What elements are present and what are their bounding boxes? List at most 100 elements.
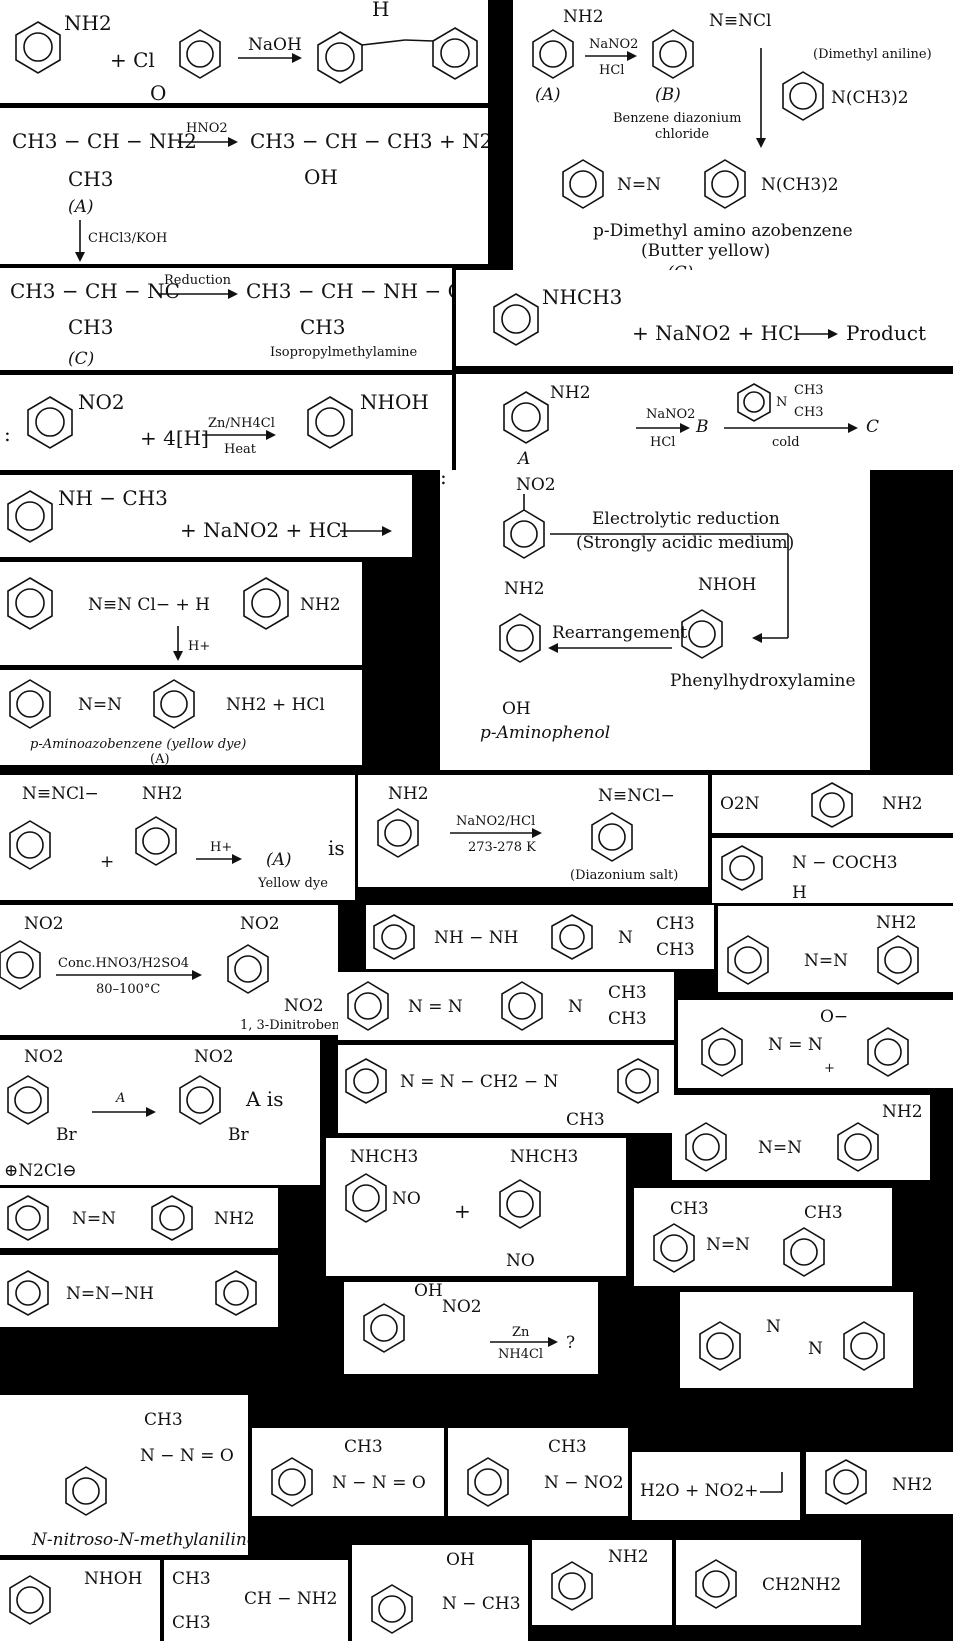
methyl-b: CH3 [608,1009,647,1029]
product-name: Isopropylmethylamine [270,345,418,360]
nitronium-tile: H2O + NO2+ [632,1452,800,1520]
coupling-h-tile: N≡N Cl− + H NH2 H+ [0,562,362,665]
benzene-ring [15,21,61,74]
nitro-label: O2N [720,794,760,814]
amine-hno2-tile: CH3 − CH − NH2 HNO2 CH3 − CH − CH3 + N2↑… [0,108,488,264]
label-c: C [866,417,879,437]
label-a: (A) [68,197,94,217]
nhch3-label-b: NHCH3 [510,1147,578,1167]
positive-charge: + [824,1061,835,1076]
diazonium-coupling-label: N≡N Cl− + H [88,595,210,615]
reagent-label: Conc.HNO3/H2SO4 [58,956,189,971]
azo-n1: N [766,1317,781,1337]
acid-label: H+ [210,840,232,855]
dimethylamino-label: N(CH3)2 [831,88,909,108]
nitroso-chain: N − N = O [140,1446,234,1466]
reagents: + NaNO2 + HCl [180,518,348,542]
n-label: N [776,395,787,410]
heat-label: Heat [224,442,257,457]
azo-label: N=N [804,951,848,971]
label-b: B [695,417,709,437]
diazonium-salt-tile: NH2 NaNO2/HCl 273-278 K N≡NCl− (Diazoniu… [358,775,708,887]
nhch3-label: NHCH3 [542,285,622,309]
product-nitro-label: NO2 [194,1047,234,1067]
label-a: (A) [150,752,170,765]
benzylamine-tile: CH2NH2 [676,1540,861,1625]
reagent-label: + Cl [110,48,155,72]
benzoylation-diagram: NH2 + Cl O NaOH H [15,0,478,103]
azo-label: N = N [408,997,463,1017]
dimethylaniline-label: (Dimethyl aniline) [813,47,932,62]
diazonium-label: N≡NCl [709,11,771,31]
nhoh-label: NHOH [360,390,429,414]
n-methyl-label: N − CH3 [442,1594,521,1614]
product-name: 1, 3-Dinitrobenzene [240,1018,338,1033]
diazonium-label: N≡NCl− [598,786,675,806]
aniline-abc-tile: NH2 A NaNO2 HCl B N CH3 CH3 cold C [456,374,953,470]
nh-ch3-label: NH − CH3 [58,486,168,510]
yellow-dye-label: Yellow dye [257,876,328,891]
temperature-label: 80–100°C [96,982,160,997]
nitrophenol-zn-tile: OH NO2 Zn NH4Cl ? [344,1282,598,1374]
aniline-last-tile: NH2 [532,1540,672,1625]
hydroxyl-label: OH [446,1550,475,1570]
nano2-label: NaNO2 [646,407,695,422]
nitro-label: NO2 [442,1297,482,1317]
aminoazobenzene-tile: N=N NH2 + HCl p-Aminoazobenzene (yellow … [0,670,362,765]
nitro-label-b: NO2 [240,914,280,934]
methyl-a: CH3 [656,914,695,934]
amino-label: NH2 [504,579,545,599]
acidic-medium-label: (Strongly acidic medium) [576,533,794,553]
amino-label: NH2 [882,794,923,814]
nitronium-equation: H2O + NO2+ [640,1481,759,1501]
zn-nh4cl-label: Zn/NH4Cl [208,416,275,431]
rearrangement-label: Rearrangement [552,623,687,643]
amino-label: NH2 [892,1475,933,1495]
amino-label: NH2 [142,784,183,804]
label-c: (C) [68,349,94,369]
product-name: p-Aminoazobenzene (yellow dye) [30,737,246,752]
isopropylamine-tile: CH3 CH − NH2 CH3 [164,1560,348,1641]
acetamido-label: N − COCH3 [792,853,898,873]
diazonium-label: ⊕N2Cl⊖ [4,1161,77,1181]
nitro-reduction-tile: : NO2 + 4[H] Zn/NH4Cl Heat NHOH [0,375,452,470]
amino-label: NH2 [563,7,604,27]
product-name: p-Dimethyl amino azobenzene [593,221,853,241]
reduction-label: Reduction [164,273,232,288]
benzoylation-tile: NH2 + Cl O NaOH H [0,0,488,103]
isocyanide-tile: CH3 − CH − NC Reduction CH3 − CH − NH − … [0,268,452,370]
methyl-branch: CH3 [68,167,113,191]
product-name: N-nitroso-N-methylaniline [31,1530,248,1550]
nitro-label: NO2 [24,914,64,934]
dinitration-tile: NO2 Conc.HNO3/H2SO4 80–100°C NO2 NO2 1, … [0,905,338,1035]
hydroxyl-label: OH [502,699,531,719]
colon: : [440,470,447,489]
triazene-tile: N=N−NH [0,1255,278,1327]
azo-label: N=N [706,1235,750,1255]
methyl-label: CH3 [144,1410,183,1430]
reagent-label: NaNO2/HCl [456,814,535,829]
hcl-label: HCl [599,63,624,78]
hydrazo-label: NH − NH [434,928,518,948]
isopropylamine-formula: CH3 − CH − NH2 [12,129,197,153]
amino-label: NH2 [388,784,429,804]
methyl-branch: CH3 [68,315,113,339]
nitrosamine2-tile: CH3 N − N = O [252,1428,444,1516]
nano2-label: NaNO2 [589,37,638,52]
reagent-a-label: A [115,1091,125,1106]
hcl-label: HCl [650,435,675,450]
azo-n2: N [808,1339,823,1359]
methyl-b: CH3 [656,940,695,960]
label-b: (B) [655,85,681,105]
amino-label: NH2 [608,1547,649,1567]
phenylhydroxylamine-name: Phenylhydroxylamine [670,671,856,691]
azo-label: N=N [78,695,122,715]
azo-label: N=N [72,1209,116,1229]
naoh-label: NaOH [248,35,302,55]
ch-nh2-label: CH − NH2 [244,1589,337,1609]
nhch3-label: NHCH3 [350,1147,418,1167]
hydroxyl-label: OH [304,165,338,189]
nh4cl-label: NH4Cl [498,1347,543,1362]
hno2-label: HNO2 [186,121,228,136]
nh-ch3-question-tile: NH − CH3 + NaNO2 + HCl [0,475,412,557]
